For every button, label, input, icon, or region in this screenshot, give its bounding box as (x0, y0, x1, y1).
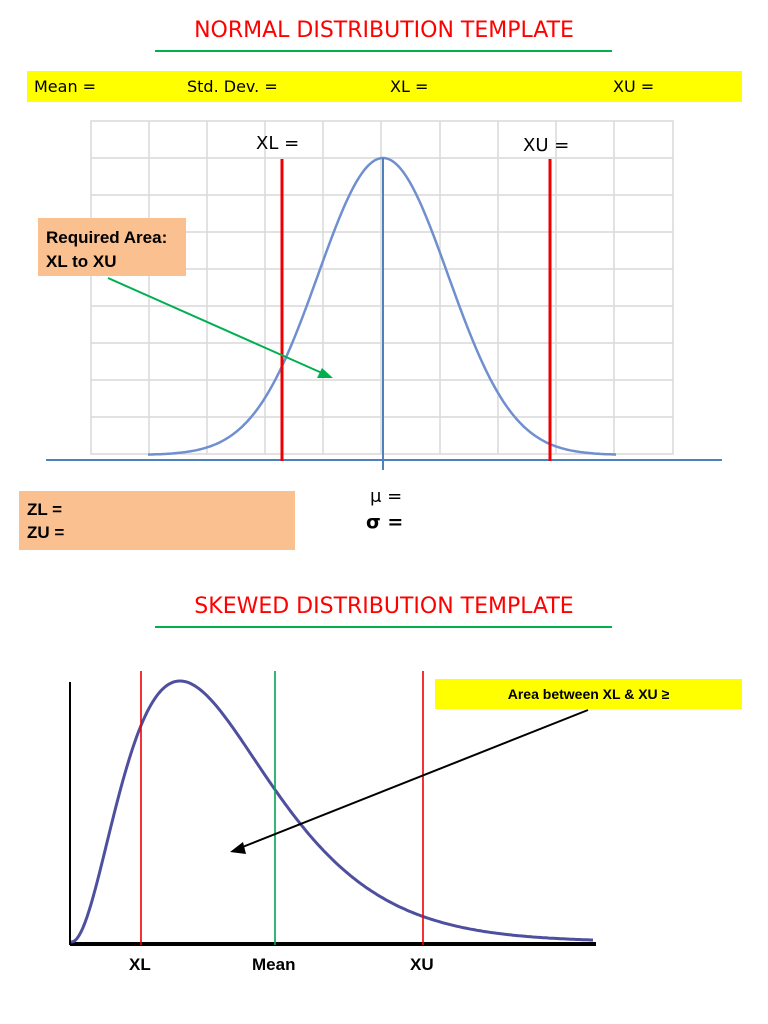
sigma-label: σ = (366, 511, 404, 533)
normal-title: NORMAL DISTRIBUTION TEMPLATE (194, 18, 574, 43)
skewed-xl-label: XL (129, 955, 151, 974)
mean-param: Mean = (34, 77, 97, 96)
callout-line-2: XL to XU (46, 252, 117, 271)
required-area-arrowhead (317, 368, 333, 378)
callout-line-1: Required Area: (46, 228, 168, 247)
xl-line-label: XL = (256, 133, 300, 154)
skewed-xu-label: XU (410, 955, 434, 974)
xu-param: XU = (613, 77, 655, 96)
mu-label: μ = (370, 486, 403, 507)
skewed-area-arrowhead (230, 842, 246, 854)
zu-label: ZU = (27, 523, 65, 542)
skewed-mean-label: Mean (252, 955, 296, 974)
skewed-area-callout: Area between XL & XU ≥ (435, 679, 742, 709)
xl-param: XL = (390, 77, 429, 96)
zl-label: ZL = (27, 500, 63, 519)
normal-title-underline (155, 50, 612, 52)
normal-params-bar: Mean = Std. Dev. = XL = XU = (27, 71, 742, 102)
xu-line-label: XU = (523, 135, 570, 156)
z-scores-box: ZL = ZU = (19, 491, 295, 550)
std-dev-param: Std. Dev. = (187, 77, 278, 96)
skewed-area-arrow (239, 709, 589, 849)
required-area-arrow (107, 277, 323, 374)
skewed-title: SKEWED DISTRIBUTION TEMPLATE (194, 594, 574, 619)
required-area-callout: Required Area: XL to XU (38, 218, 186, 276)
skewed-title-underline (155, 626, 612, 628)
skewed-curve (70, 679, 593, 944)
